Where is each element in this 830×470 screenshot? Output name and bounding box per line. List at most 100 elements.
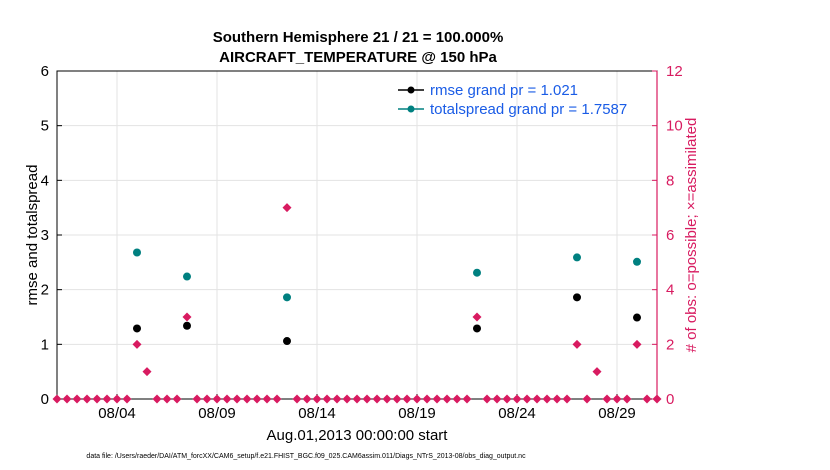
obs-count-point: [192, 394, 202, 404]
y2-tick-label: 12: [666, 63, 683, 80]
obs-count-point: [72, 394, 82, 404]
obs-count-point: [452, 394, 462, 404]
totalspread-point: [183, 272, 191, 281]
obs-count-point: [392, 394, 402, 404]
obs-count-point: [482, 394, 492, 404]
y-tick-label: 6: [41, 63, 49, 80]
obs-count-point: [622, 394, 632, 404]
y-tick-label: 4: [41, 172, 49, 189]
y-tick-label: 3: [41, 227, 49, 244]
obs-count-point: [362, 394, 372, 404]
obs-count-point: [332, 394, 342, 404]
x-axis-label: Aug.01,2013 00:00:00 start: [267, 427, 449, 444]
obs-count-point: [512, 394, 522, 404]
obs-count-point: [322, 394, 332, 404]
x-tick-label: 08/04: [98, 405, 136, 422]
legend-label-totalspread: totalspread grand pr = 1.7587: [430, 101, 627, 118]
x-tick-label: 08/19: [398, 405, 436, 422]
data-marks: [52, 203, 662, 404]
obs-count-point: [382, 394, 392, 404]
rmse-point: [573, 293, 581, 302]
x-tick-label: 08/24: [498, 405, 536, 422]
totalspread-point: [133, 248, 141, 257]
obs-count-point: [102, 394, 112, 404]
y-tick-label: 0: [41, 391, 49, 408]
y2-tick-label: 2: [666, 336, 674, 353]
chart-title: Southern Hemisphere 21 / 21 = 100.000%: [213, 29, 504, 46]
obs-count-point: [52, 394, 62, 404]
obs-count-point: [222, 394, 232, 404]
obs-count-point: [592, 367, 602, 377]
obs-count-point: [472, 312, 482, 322]
y-axis-right: 0 2 4 6 8 10 12: [652, 63, 683, 408]
y2-tick-label: 0: [666, 391, 674, 408]
obs-count-point: [262, 394, 272, 404]
chart-subtitle: AIRCRAFT_TEMPERATURE @ 150 hPa: [219, 49, 497, 66]
totalspread-point: [283, 293, 291, 302]
obs-count-point: [352, 394, 362, 404]
rmse-point: [283, 337, 291, 346]
obs-count-point: [652, 394, 662, 404]
y-tick-label: 2: [41, 282, 49, 299]
obs-count-point: [62, 394, 72, 404]
y2-tick-label: 8: [666, 172, 674, 189]
obs-count-point: [462, 394, 472, 404]
totalspread-point: [473, 268, 481, 277]
totalspread-point: [573, 253, 581, 262]
y-tick-label: 1: [41, 336, 49, 353]
obs-count-point: [532, 394, 542, 404]
y2-tick-label: 4: [666, 282, 674, 299]
y2-tick-label: 10: [666, 118, 683, 135]
totalspread-point: [633, 257, 641, 266]
y-axis-left: 0 1 2 3 4 5 6: [41, 63, 62, 408]
obs-count-point: [582, 394, 592, 404]
obs-count-point: [402, 394, 412, 404]
legend: rmse grand pr = 1.021 totalspread grand …: [398, 82, 627, 118]
obs-count-point: [342, 394, 352, 404]
obs-count-point: [122, 394, 132, 404]
obs-count-point: [372, 394, 382, 404]
y2-tick-label: 6: [666, 227, 674, 244]
obs-count-point: [442, 394, 452, 404]
obs-count-point: [412, 394, 422, 404]
obs-count-point: [172, 394, 182, 404]
obs-count-point: [522, 394, 532, 404]
x-tick-label: 08/09: [198, 405, 236, 422]
obs-count-point: [312, 394, 322, 404]
obs-count-point: [212, 394, 222, 404]
rmse-point: [633, 313, 641, 322]
x-tick-label: 08/14: [298, 405, 336, 422]
obs-count-point: [492, 394, 502, 404]
legend-marker-rmse: [407, 86, 415, 94]
x-axis: 08/04 08/09 08/14 08/19 08/24 08/29: [98, 394, 636, 422]
rmse-point: [473, 324, 481, 333]
obs-count-point: [162, 394, 172, 404]
y-tick-label: 5: [41, 118, 49, 135]
gridlines: [57, 71, 657, 399]
obs-count-point: [92, 394, 102, 404]
obs-count-point: [282, 203, 292, 213]
obs-count-point: [302, 394, 312, 404]
obs-count-point: [422, 394, 432, 404]
obs-count-point: [602, 394, 612, 404]
obs-count-point: [612, 394, 622, 404]
obs-count-point: [242, 394, 252, 404]
rmse-point: [183, 321, 191, 330]
obs-count-point: [142, 367, 152, 377]
obs-count-point: [632, 339, 642, 349]
x-tick-label: 08/29: [598, 405, 636, 422]
obs-count-point: [552, 394, 562, 404]
obs-count-point: [272, 394, 282, 404]
legend-marker-totalspread: [407, 105, 415, 113]
data-file-footnote: data file: /Users/raeder/DAI/ATM_forcXX/…: [86, 453, 526, 460]
obs-count-point: [152, 394, 162, 404]
obs-count-point: [432, 394, 442, 404]
obs-count-point: [562, 394, 572, 404]
obs-count-point: [252, 394, 262, 404]
obs-count-point: [202, 394, 212, 404]
y-axis-label: rmse and totalspread: [24, 165, 41, 306]
obs-count-point: [502, 394, 512, 404]
obs-count-point: [132, 339, 142, 349]
legend-label-rmse: rmse grand pr = 1.021: [430, 82, 578, 99]
